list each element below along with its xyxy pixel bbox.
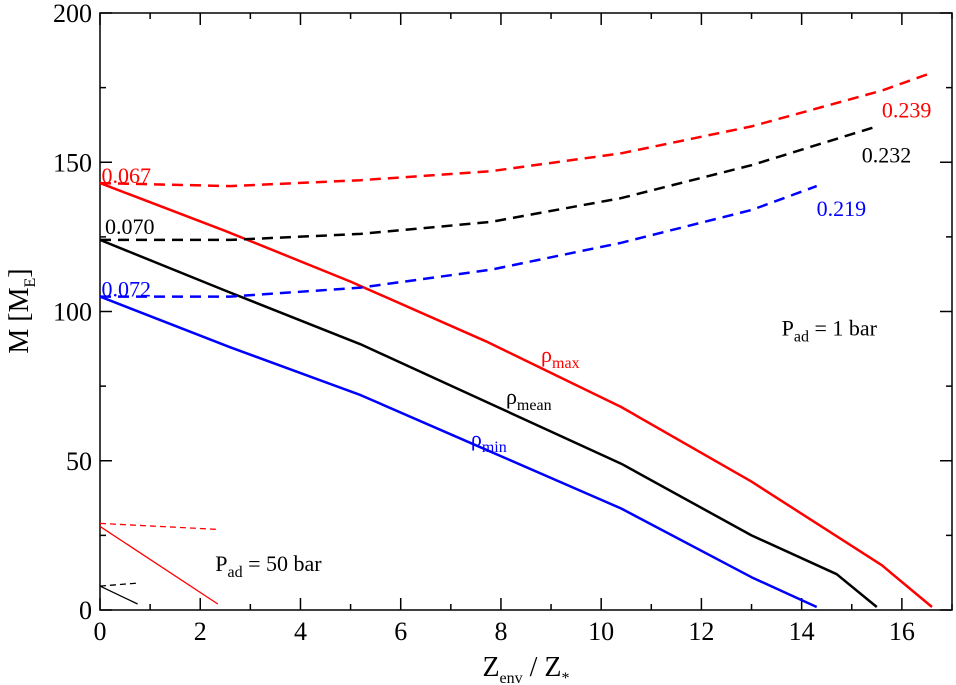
series-line-7-dashed bbox=[99, 522, 218, 531]
x-tick-label: 0 bbox=[94, 617, 107, 646]
x-tick-label: 14 bbox=[789, 617, 815, 646]
annotations: ρmax ρmean ρmin 0.239 0.232 0.219 0.067 0.070 0.… bbox=[102, 97, 932, 581]
annotation-rho-max: ρmax bbox=[541, 342, 580, 372]
x-tick-label: 16 bbox=[889, 617, 915, 646]
y-tick-label: 200 bbox=[53, 0, 92, 28]
annotation-p-ad-50-bar: Pad = 50 bar bbox=[215, 551, 322, 581]
y-tick-label: 150 bbox=[53, 148, 92, 177]
annotation-val-0-067: 0.067 bbox=[102, 163, 152, 188]
annotation-val-0-070: 0.070 bbox=[105, 214, 155, 239]
x-tick-label: 12 bbox=[688, 617, 714, 646]
annotation-val-0-232: 0.232 bbox=[862, 142, 912, 167]
y-tick-label: 50 bbox=[66, 447, 92, 476]
x-tick-label: 2 bbox=[194, 617, 207, 646]
annotation-val-0-239: 0.239 bbox=[882, 97, 932, 122]
x-tick-label: 10 bbox=[588, 617, 614, 646]
annotation-val-0-072: 0.072 bbox=[102, 277, 152, 302]
x-tick-label: 6 bbox=[394, 617, 407, 646]
series-line-3-dashed bbox=[99, 71, 933, 188]
x-axis-title: Zenv / Z* bbox=[482, 652, 569, 685]
axis-ticks bbox=[99, 12, 953, 611]
series-line-6-solid bbox=[99, 525, 219, 605]
series-line-8-solid bbox=[99, 585, 138, 605]
annotation-rho-min: ρmin bbox=[471, 426, 507, 456]
series-line-9-dashed bbox=[99, 582, 138, 587]
y-tick-label: 100 bbox=[53, 298, 92, 327]
y-tick-label: 0 bbox=[79, 596, 92, 625]
series-lines bbox=[99, 71, 933, 609]
annotation-rho-mean: ρmean bbox=[506, 384, 552, 414]
tick-labels: 0 2 4 6 8 10 12 14 16 0 50 100 150 200 bbox=[53, 0, 915, 646]
series-line-1-solid bbox=[99, 238, 878, 608]
x-tick-label: 4 bbox=[294, 617, 307, 646]
annotation-val-0-219: 0.219 bbox=[817, 196, 867, 221]
plot-frame bbox=[99, 12, 953, 611]
series-line-2-solid bbox=[99, 295, 818, 609]
y-axis-title: M [ME] bbox=[4, 268, 39, 353]
series-line-4-dashed bbox=[100, 125, 878, 242]
series-line-5-dashed bbox=[100, 184, 818, 298]
annotation-p-ad-1-bar: Pad = 1 bar bbox=[782, 315, 878, 345]
x-tick-label: 8 bbox=[494, 617, 507, 646]
